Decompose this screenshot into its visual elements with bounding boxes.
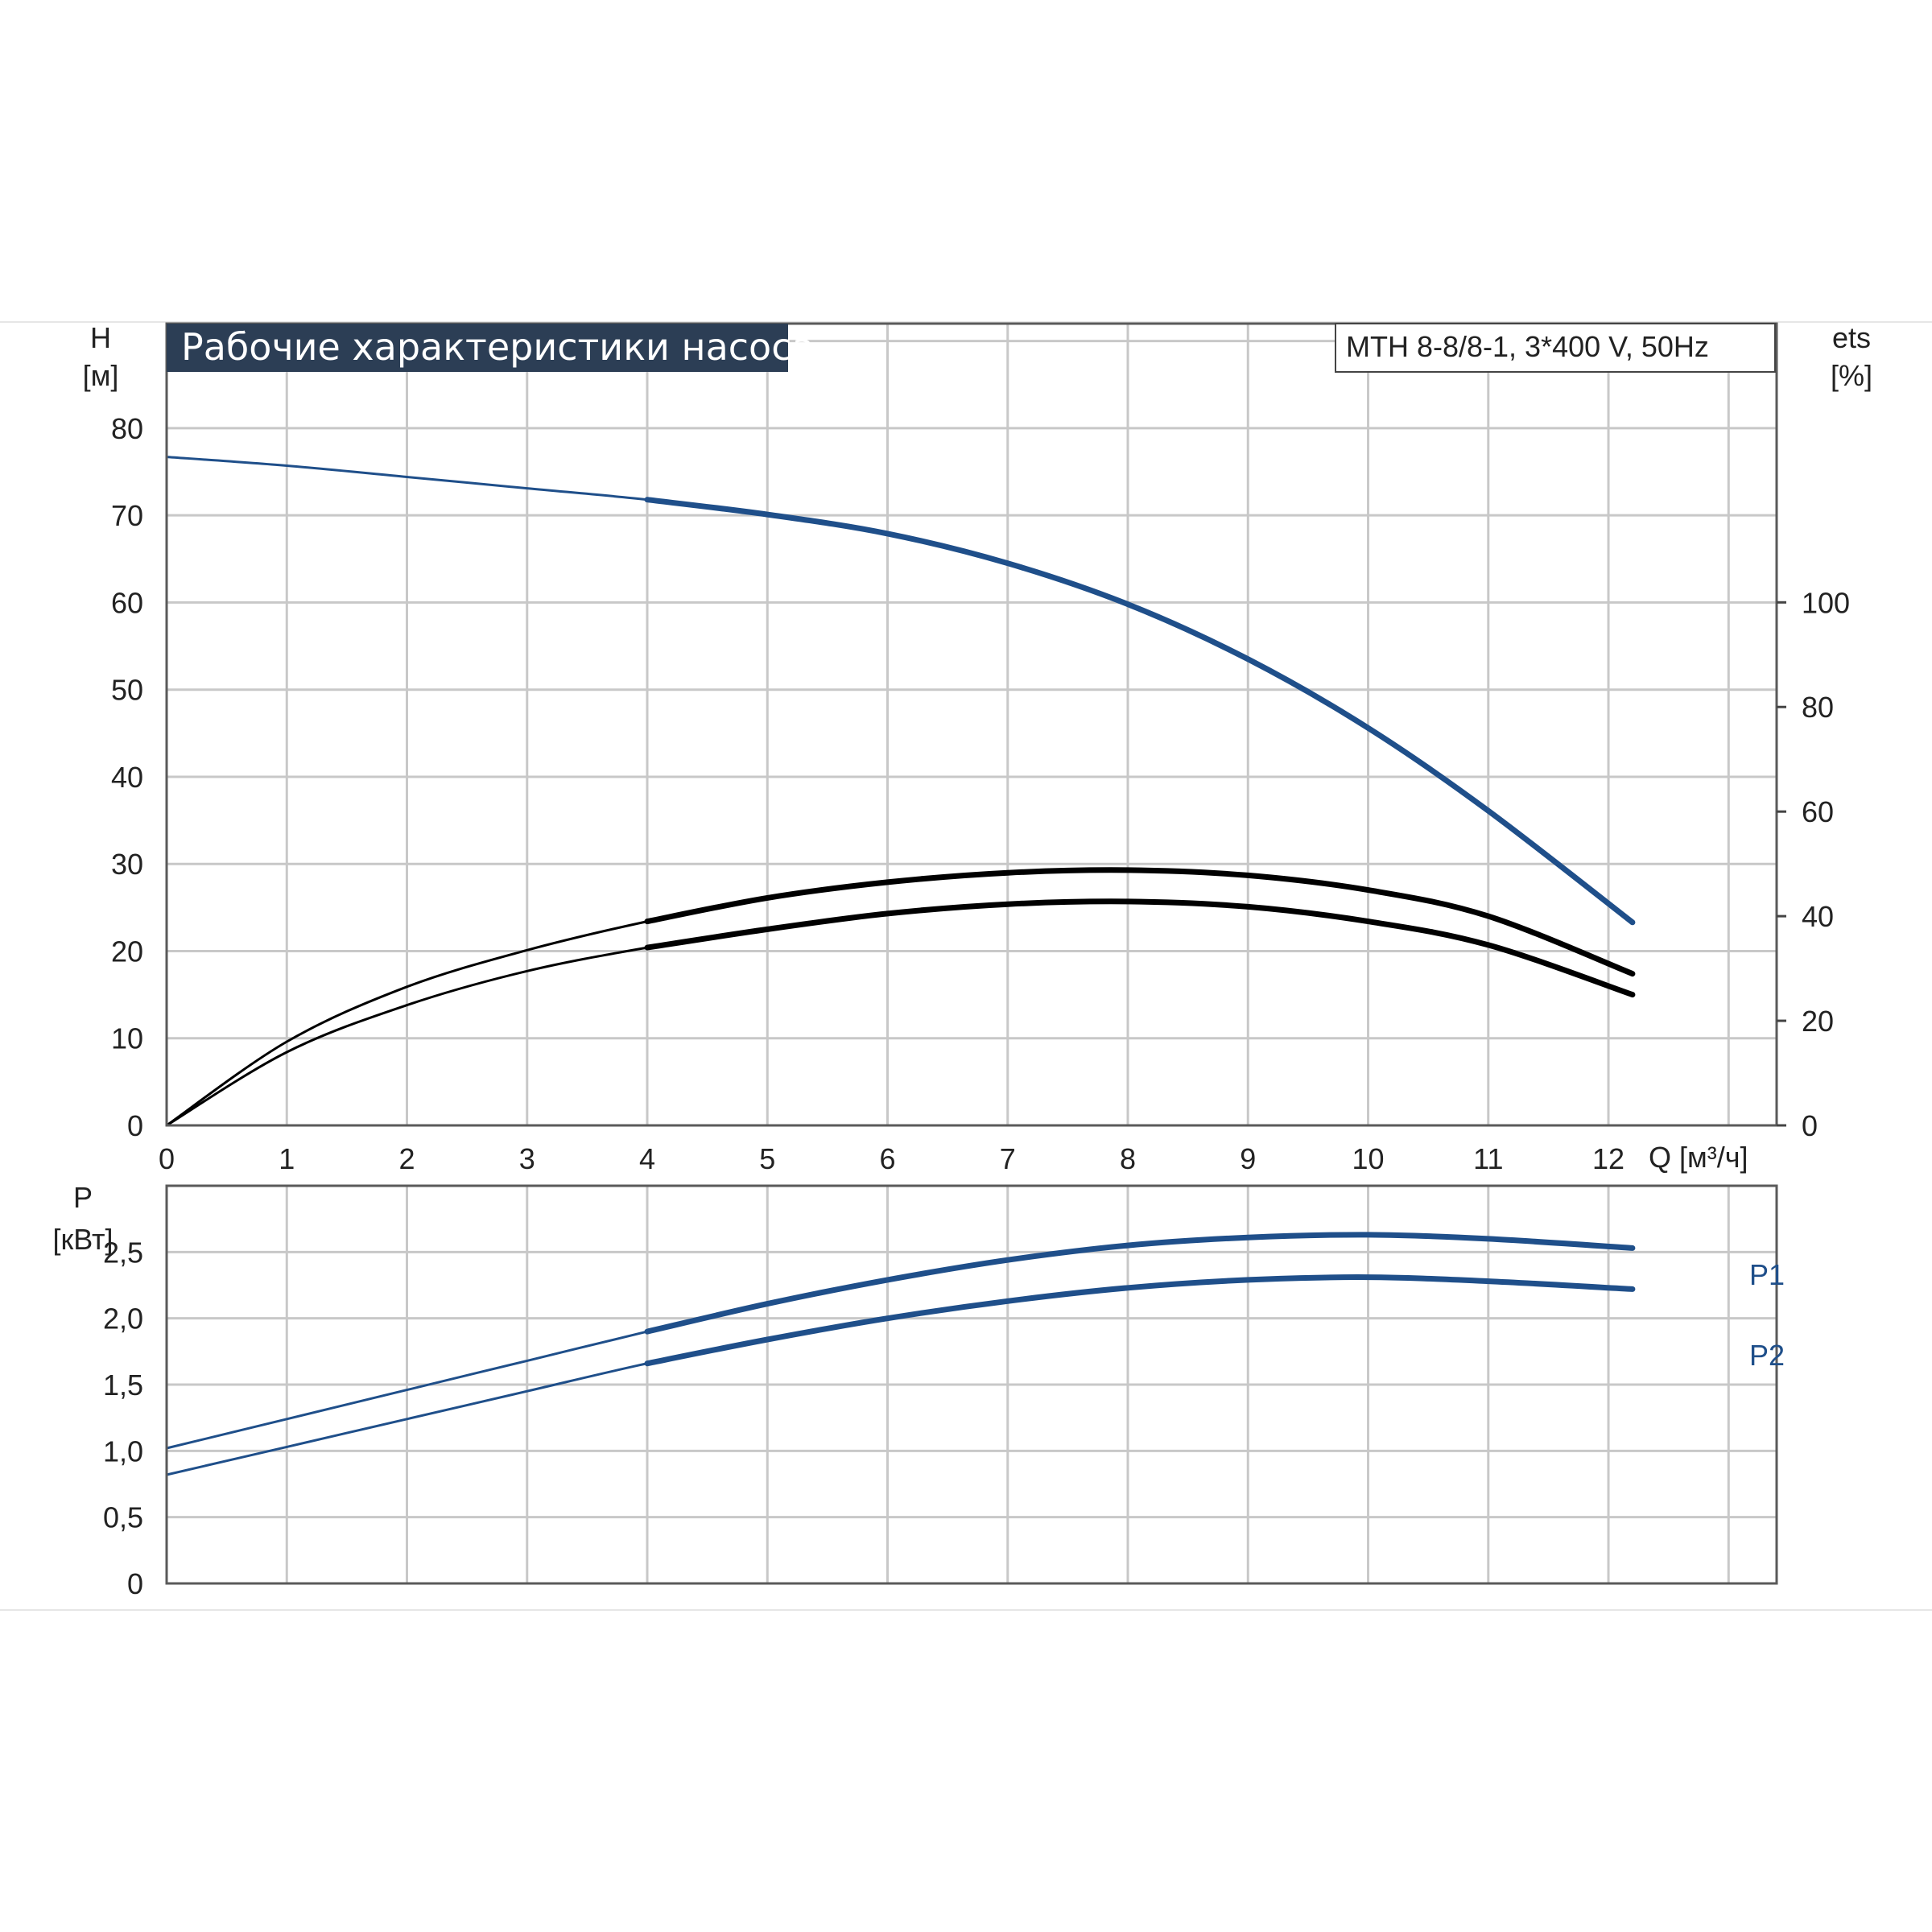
bottom-chart-frame (165, 1184, 1778, 1585)
y2-tick-label: 100 (1802, 586, 1850, 619)
y-tick-label: 70 (111, 499, 143, 532)
x-tick-label: 4 (639, 1142, 655, 1175)
y-tick-label: 10 (111, 1022, 143, 1055)
y-tick-label: 20 (111, 935, 143, 968)
series-label-p2: P2 (1749, 1339, 1785, 1372)
efficiency-curve-1 (166, 869, 1633, 1127)
p-tick-label: 1,5 (103, 1368, 143, 1402)
y-tick-label: 50 (111, 674, 143, 707)
top-chart-series (166, 456, 1636, 1127)
p-tick-label: 0 (127, 1567, 143, 1600)
model-label: MTH 8-8/8-1, 3*400 V, 50Hz (1346, 330, 1709, 363)
power-curve-p2-duty-range (644, 1274, 1636, 1367)
p-tick-label: 1,0 (103, 1435, 143, 1468)
p-tick-label: 2,5 (103, 1236, 143, 1269)
x-tick-label: 12 (1592, 1142, 1624, 1175)
head-curve-duty-range (644, 497, 1636, 926)
p-axis-unit: [кВт] (52, 1223, 113, 1256)
y2-tick-label: 0 (1802, 1109, 1818, 1142)
bottom-chart-series (166, 1232, 1636, 1476)
p-tick-label: 2,0 (103, 1302, 143, 1335)
y-tick-label: 0 (127, 1109, 143, 1142)
y-tick-label: 80 (111, 412, 143, 445)
bottom-chart-grid (167, 1186, 1777, 1583)
x-tick-label: 9 (1240, 1142, 1256, 1175)
efficiency-curve-2-duty-range (644, 898, 1636, 998)
y2-tick-label: 80 (1802, 691, 1834, 724)
x-tick-label: 8 (1120, 1142, 1136, 1175)
model-box (1335, 323, 1776, 373)
chart-title: Рабочие характеристики насоса (181, 325, 815, 369)
efficiency-curve-2 (166, 900, 1633, 1127)
x-tick-label: 2 (398, 1142, 415, 1175)
chart-title-background (167, 324, 788, 372)
y-tick-label: 60 (111, 586, 143, 619)
x-tick-label: 3 (519, 1142, 535, 1175)
y2-tick-label: 40 (1802, 900, 1834, 933)
top-chart-grid (167, 324, 1777, 1125)
x-tick-label: 10 (1352, 1142, 1385, 1175)
power-curve-p2 (166, 1276, 1633, 1476)
y2-tick-label: 20 (1802, 1005, 1834, 1038)
y2-axis-unit: [%] (1831, 359, 1872, 392)
top-chart-frame (165, 322, 1778, 1127)
x-tick-label: 11 (1473, 1142, 1503, 1175)
power-curve-p1-duty-range (644, 1232, 1636, 1335)
x-tick-label: 0 (159, 1142, 175, 1175)
p-axis-title: P (73, 1181, 93, 1214)
x-tick-label: 7 (1000, 1142, 1016, 1175)
y2-tick-label: 60 (1802, 795, 1834, 828)
y-tick-label: 30 (111, 848, 143, 881)
x-tick-label: 6 (880, 1142, 896, 1175)
y-axis-title: H (90, 321, 111, 354)
y-axis-unit: [м] (83, 359, 119, 392)
y-tick-label: 40 (111, 761, 143, 794)
x-tick-label: 5 (759, 1142, 775, 1175)
series-label-p1: P1 (1749, 1258, 1785, 1291)
x-axis-title: Q [м³/ч] (1649, 1141, 1748, 1174)
power-curve-p1 (166, 1233, 1633, 1450)
y2-axis-title: ets (1832, 321, 1871, 354)
efficiency-curve-1-duty-range (644, 867, 1636, 977)
p-tick-label: 0,5 (103, 1501, 143, 1534)
x-tick-label: 1 (279, 1142, 295, 1175)
